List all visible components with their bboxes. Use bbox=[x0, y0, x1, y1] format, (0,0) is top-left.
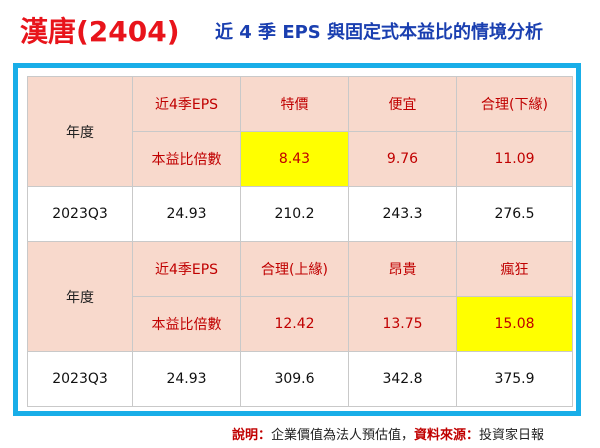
table2-scenario2-pe: 13.75 bbox=[348, 296, 457, 352]
table2-year-header: 年度 bbox=[27, 241, 133, 352]
table1-value1: 210.2 bbox=[240, 186, 349, 242]
source-label: 資料來源： bbox=[414, 428, 480, 443]
table1-pe-label: 本益比倍數 bbox=[132, 131, 241, 187]
title-description: 近 4 季 EPS 與固定式本益比的情境分析 bbox=[215, 22, 544, 43]
table2-eps: 24.93 bbox=[132, 351, 241, 407]
table1-data-row: 2023Q3 24.93 210.2 243.3 276.5 bbox=[27, 186, 573, 242]
footer-note: 說明：企業價值為法人預估值，資料來源：投資家日報 bbox=[232, 424, 544, 443]
table2-scenario2-name: 昂貴 bbox=[348, 241, 457, 297]
table2-value2: 342.8 bbox=[348, 351, 457, 407]
table2-year: 2023Q3 bbox=[27, 351, 133, 407]
table2-value1: 309.6 bbox=[240, 351, 349, 407]
note-label: 說明： bbox=[232, 428, 272, 443]
table2-pe-label: 本益比倍數 bbox=[132, 296, 241, 352]
table2-pe-row: 本益比倍數 12.42 13.75 15.08 bbox=[28, 296, 573, 352]
table2-scenario1-pe: 12.42 bbox=[240, 296, 349, 352]
page-title: 漢唐(2404) 近 4 季 EPS 與固定式本益比的情境分析 bbox=[0, 0, 600, 56]
table2-scenario3-pe: 15.08 bbox=[456, 296, 573, 352]
table1-pe-row: 本益比倍數 8.43 9.76 11.09 bbox=[28, 131, 573, 187]
table1-scenario1-pe: 8.43 bbox=[240, 131, 349, 187]
table1-eps: 24.93 bbox=[132, 186, 241, 242]
table1-year: 2023Q3 bbox=[27, 186, 133, 242]
table1-value2: 243.3 bbox=[348, 186, 457, 242]
table2-eps-header: 近4季EPS bbox=[132, 241, 241, 297]
table1-scenario2-pe: 9.76 bbox=[348, 131, 457, 187]
table1-eps-header: 近4季EPS bbox=[132, 76, 241, 132]
note-text: 企業價值為法人預估值， bbox=[271, 428, 415, 443]
table2-value3: 375.9 bbox=[456, 351, 573, 407]
table2-header-row: 年度 近4季EPS 合理(上緣) 昂貴 瘋狂 bbox=[27, 241, 573, 352]
table2-scenario3-name: 瘋狂 bbox=[456, 241, 573, 297]
table1-scenario1-name: 特價 bbox=[240, 76, 349, 132]
table1-value3: 276.5 bbox=[456, 186, 573, 242]
table1-scenario3-name: 合理(下緣) bbox=[456, 76, 573, 132]
table1-header-row: 年度 近4季EPS 特價 便宜 合理(下緣) bbox=[27, 76, 573, 187]
table2-scenario1-name: 合理(上緣) bbox=[240, 241, 349, 297]
table1-scenario2-name: 便宜 bbox=[348, 76, 457, 132]
table1-year-header: 年度 bbox=[27, 76, 133, 187]
company-name: 漢唐(2404) bbox=[20, 15, 180, 48]
table1-scenario3-pe: 11.09 bbox=[456, 131, 573, 187]
source-text: 投資家日報 bbox=[479, 428, 545, 443]
valuation-table: 年度 近4季EPS 特價 便宜 合理(下緣) 本益比倍數 8.43 9.76 1… bbox=[27, 76, 573, 407]
table2-data-row: 2023Q3 24.93 309.6 342.8 375.9 bbox=[27, 351, 573, 407]
